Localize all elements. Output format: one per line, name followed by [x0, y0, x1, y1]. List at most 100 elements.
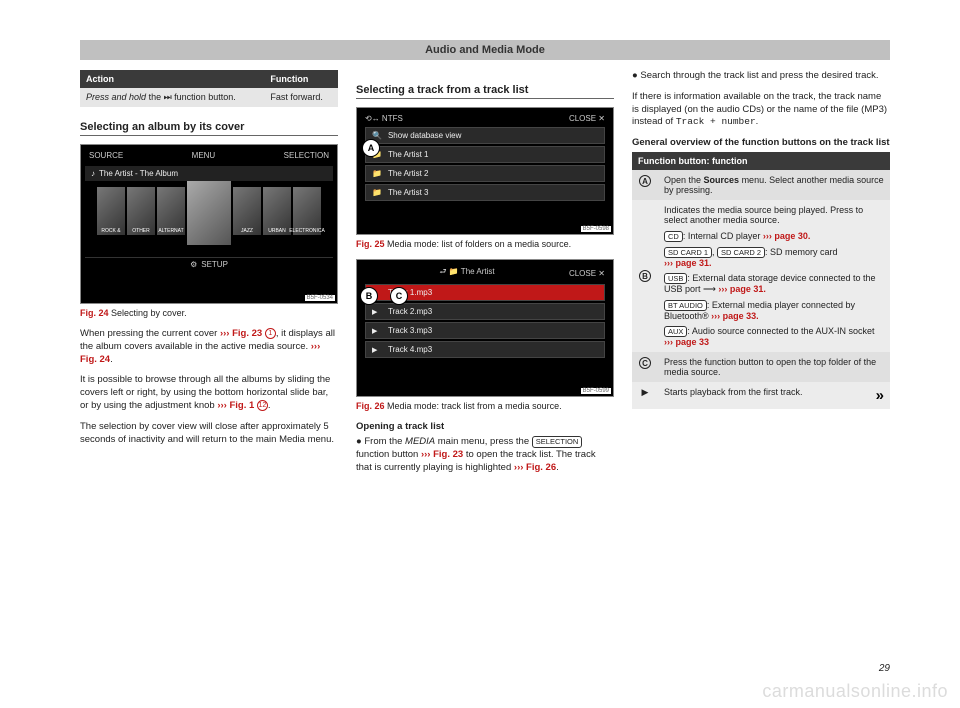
callout-letter-c: C: [391, 288, 407, 304]
callout-letter-a: A: [363, 140, 379, 156]
figure-24-caption: Fig. 24 Selecting by cover.: [80, 308, 338, 318]
page-number: 29: [879, 663, 890, 674]
fig26-close: CLOSE ✕: [569, 269, 605, 278]
folder-icon: [372, 169, 382, 178]
crossref-fig23: ››› Fig. 23: [220, 328, 262, 339]
figure-25: A ⟲↔ NTFS CLOSE ✕ 🔍Show database view Th…: [356, 107, 614, 235]
callout-badge-1: 1: [265, 328, 276, 339]
crossref-page33b: ››› page 33: [664, 337, 709, 347]
subheading-opening-tracklist: Opening a track list: [356, 421, 614, 432]
fn-label-b: B: [639, 270, 651, 282]
text: Open the: [664, 175, 704, 185]
album-cover: ROCK &: [97, 187, 125, 235]
text: If there is information available on the…: [632, 91, 887, 128]
play-icon: [372, 326, 382, 335]
track-number-mono: Track + number: [676, 116, 756, 127]
ftable-row-a: Open the Sources menu. Select another me…: [658, 170, 890, 200]
figure-24: SOURCE MENU SELECTION ♪ The Artist - The…: [80, 144, 338, 304]
list-item: The Artist 1: [365, 146, 605, 163]
fig24-source: SOURCE: [89, 151, 123, 160]
callout-badge-12: 12: [257, 400, 268, 411]
album-cover: ELECTRONICA: [293, 187, 321, 235]
fig24-menu: MENU: [192, 151, 216, 160]
fig26-ref: Fig. 26: [356, 401, 385, 411]
text: It is possible to browse through all the…: [80, 374, 330, 411]
crossref-page33: ››› page 33.: [711, 311, 759, 321]
af-cell-function: Fast forward.: [264, 88, 338, 107]
ftable-b-intro: Indicates the media source being played.…: [664, 205, 884, 225]
manual-page: Audio and Media Mode Action Function Pre…: [80, 40, 890, 670]
af-action-suffix: the ⏭ function button.: [149, 92, 236, 102]
col1-paragraph-1: When pressing the current cover ››› Fig.…: [80, 328, 338, 366]
crossref-page30: ››› page 30.: [763, 231, 811, 241]
media-label: MEDIA: [405, 436, 435, 447]
list-item-label: Track 4.mp3: [388, 345, 432, 354]
album-cover: URBAN: [263, 187, 291, 235]
list-item-label: Track 2.mp3: [388, 307, 432, 316]
ftable-row-b: Indicates the media source being played.…: [658, 200, 890, 352]
text: ● From the: [356, 436, 405, 447]
ftable-row-play: Starts playback from the first track. »: [658, 382, 890, 409]
col3-paragraph-1: If there is information available on the…: [632, 91, 890, 129]
crossref-fig1: ››› Fig. 1: [217, 400, 254, 411]
af-cell-action: Press and hold the ⏭ function button.: [80, 88, 264, 107]
col1-paragraph-2: It is possible to browse through all the…: [80, 374, 338, 412]
album-cover-active: [187, 181, 231, 245]
aux-label: AUX: [664, 326, 687, 337]
list-item-label: The Artist 3: [388, 188, 428, 197]
sdcard2-label: SD CARD 2: [717, 247, 765, 258]
text: .: [756, 116, 759, 127]
continue-indicator: »: [876, 387, 884, 404]
fig25-ref: Fig. 25: [356, 239, 385, 249]
cd-label: CD: [664, 231, 683, 242]
btaudio-label: BT AUDIO: [664, 300, 707, 311]
fig24-setup-label: SETUP: [201, 260, 228, 269]
album-cover: JAZZ: [233, 187, 261, 235]
folder-icon: [372, 188, 382, 197]
three-column-layout: Action Function Press and hold the ⏭ fun…: [80, 70, 890, 482]
fn-label-play: ▶: [642, 387, 649, 397]
fig24-album-title: The Artist - The Album: [99, 169, 178, 178]
af-head-action: Action: [80, 70, 264, 88]
text: .: [268, 400, 271, 411]
text: function button: [356, 449, 421, 460]
list-item: Track 2.mp3: [365, 303, 605, 320]
column-2: Selecting a track from a track list A ⟲↔…: [356, 70, 614, 482]
figure-26: B C ⮐ 📁 The Artist CLOSE ✕ Track 1.mp3 T…: [356, 259, 614, 397]
play-icon: [372, 345, 382, 354]
play-icon: [372, 307, 382, 316]
fig25-cap-text: Media mode: list of folders on a media s…: [387, 239, 571, 249]
opening-tracklist-bullet: ● From the MEDIA main menu, press the SE…: [356, 436, 614, 474]
column-3: ● Search through the track list and pres…: [632, 70, 890, 482]
fn-label-c: C: [639, 357, 651, 369]
ftable-header: Function button: function: [632, 152, 890, 170]
usb-label: USB: [664, 273, 687, 284]
list-item-label: The Artist 2: [388, 169, 428, 178]
section-heading-album-cover: Selecting an album by its cover: [80, 121, 338, 136]
ftable-row-c: Press the function button to open the to…: [658, 352, 890, 382]
list-item-label: The Artist 1: [388, 150, 428, 159]
col3-subhead: General overview of the function buttons…: [632, 137, 890, 148]
fig24-ref: Fig. 24: [80, 308, 109, 318]
function-button-table: Function button: function A Open the Sou…: [632, 152, 890, 409]
text: .: [556, 462, 559, 473]
sdcard1-label: SD CARD 1: [664, 247, 712, 258]
text: .: [110, 354, 113, 365]
album-cover: OTHER: [127, 187, 155, 235]
figure-id-label: B5F-0598: [581, 226, 611, 232]
text: : Audio source connected to the AUX-IN s…: [687, 326, 874, 336]
section-heading-tracklist: Selecting a track from a track list: [356, 84, 614, 99]
text: : Internal CD player: [683, 231, 763, 241]
crossref-fig26: ››› Fig. 26: [514, 462, 556, 473]
search-icon: 🔍: [372, 131, 382, 140]
callout-letter-b: B: [361, 288, 377, 304]
list-item: 🔍Show database view: [365, 127, 605, 144]
fn-label-a: A: [639, 175, 651, 187]
figure-id-label: B5F-0599: [581, 388, 611, 394]
text: main menu, press the: [435, 436, 532, 447]
text: Starts playback from the first track.: [664, 387, 803, 397]
af-action-prefix: Press and hold: [86, 92, 146, 102]
list-item: Track 4.mp3: [365, 341, 605, 358]
list-item: Track 3.mp3: [365, 322, 605, 339]
af-head-function: Function: [264, 70, 338, 88]
